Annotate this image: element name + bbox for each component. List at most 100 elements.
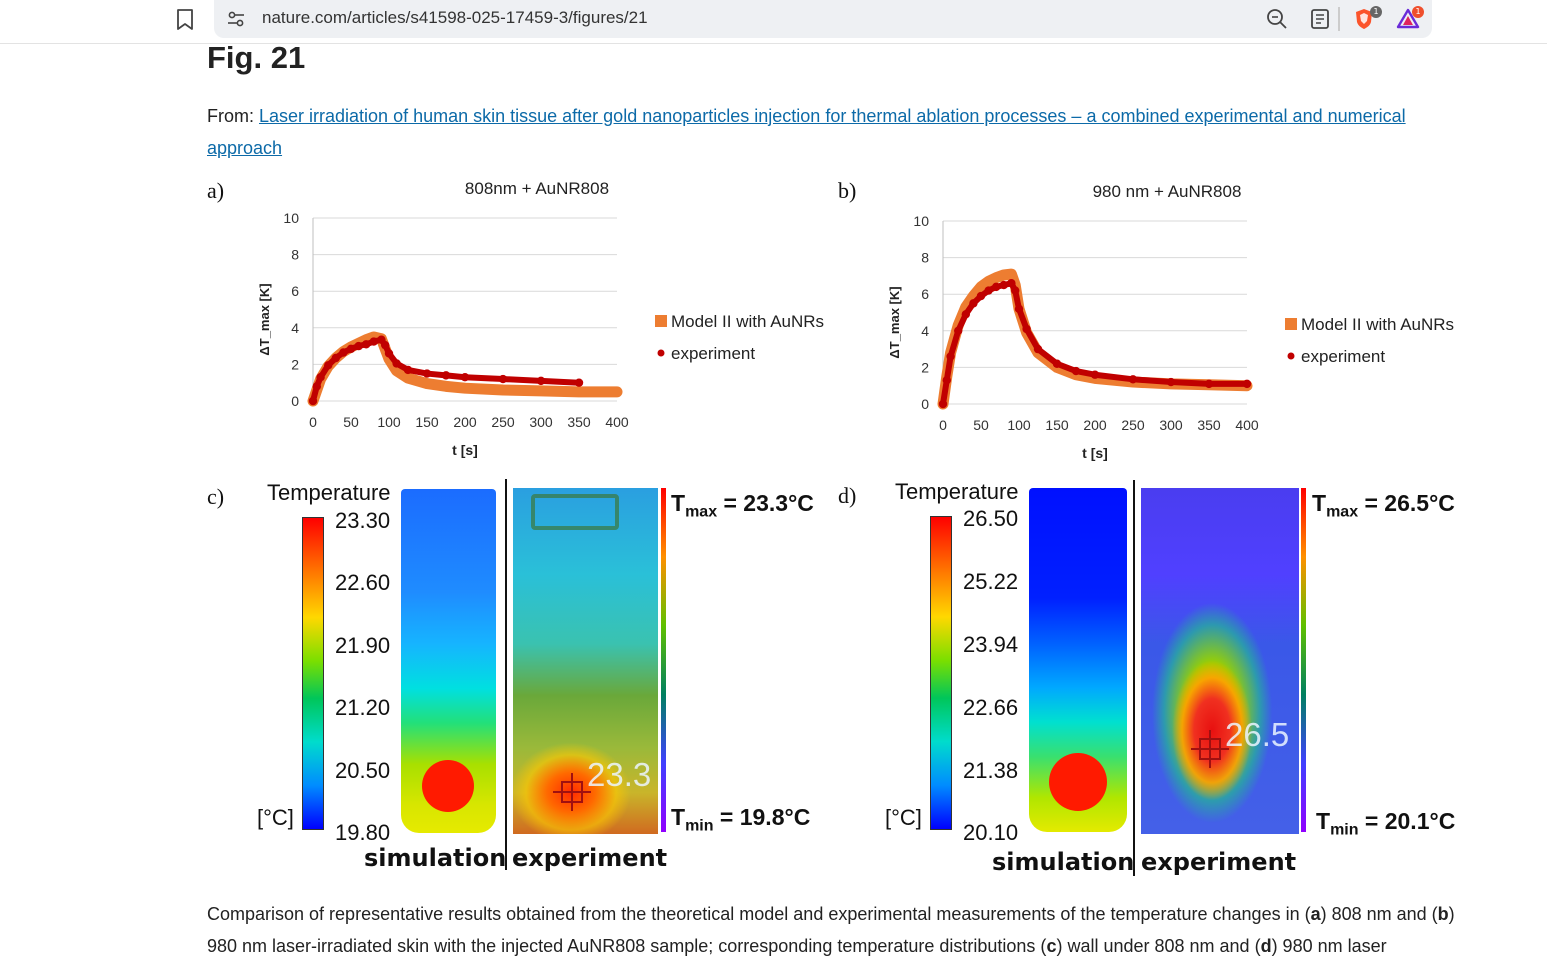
crosshair-d-icon: [1191, 730, 1229, 768]
legend-model-label: Model II with AuNRs: [1301, 315, 1454, 334]
colorbar-d-unit: [°C]: [885, 805, 922, 830]
y-tick-label: 0: [921, 396, 929, 412]
experiment-point: [1007, 279, 1016, 288]
simulation-hotspot-d: [1049, 753, 1107, 811]
experiment-map-c: 23.3: [513, 488, 658, 834]
bookmark-icon[interactable]: [176, 9, 194, 31]
y-tick-label: 4: [921, 323, 929, 339]
chart-title: 808nm + AuNR808: [465, 179, 609, 198]
experiment-point: [460, 373, 470, 382]
legend-model-swatch: [1285, 318, 1297, 330]
series-experiment-line: [940, 280, 1250, 407]
page-title: Fig. 21: [207, 40, 306, 75]
brave-rewards-badge: 1: [1412, 6, 1424, 18]
colorbar-c-tick: 21.20: [335, 695, 391, 720]
simulation-label-c: simulation: [364, 844, 507, 872]
experiment-point: [308, 396, 318, 406]
chart-title: 980 nm + AuNR808: [1093, 182, 1242, 201]
experiment-point: [1071, 366, 1081, 376]
experiment-point: [536, 376, 546, 386]
experiment-point: [316, 373, 325, 382]
x-axis-label: t [s]: [1082, 445, 1108, 461]
experiment-point: [984, 286, 993, 295]
experiment-point: [976, 291, 986, 301]
y-tick-label: 4: [291, 320, 299, 336]
x-tick-label: 200: [453, 414, 477, 430]
experiment-point: [1242, 379, 1252, 389]
x-tick-label: 250: [1121, 417, 1145, 433]
experiment-point: [381, 340, 390, 350]
experiment-point: [339, 348, 348, 357]
experiment-point: [1011, 286, 1020, 295]
simulation-map-c: [401, 489, 496, 833]
colorbar-c-heading: Temperature: [267, 480, 391, 505]
x-tick-label: 0: [309, 414, 317, 430]
address-bar[interactable]: nature.com/articles/s41598-025-17459-3/f…: [214, 0, 1432, 38]
url-text[interactable]: nature.com/articles/s41598-025-17459-3/f…: [262, 8, 648, 27]
x-tick-label: 0: [939, 417, 947, 433]
x-tick-label: 250: [491, 414, 515, 430]
simulation-hotspot-c: [422, 760, 474, 812]
article-link[interactable]: Laser irradiation of human skin tissue a…: [207, 106, 1406, 158]
experiment-point: [324, 361, 333, 370]
x-tick-label: 350: [1197, 417, 1221, 433]
experiment-point: [1128, 375, 1138, 384]
x-tick-label: 150: [1045, 417, 1069, 433]
experiment-point: [403, 365, 413, 375]
experiment-point: [1204, 379, 1214, 389]
colorbar-d-tick: 25.22: [963, 569, 1019, 594]
experiment-point: [312, 382, 321, 391]
zoom-icon[interactable]: [1265, 7, 1289, 31]
colorbar-d-tick: 23.94: [963, 632, 1019, 657]
experiment-point: [961, 310, 970, 319]
tmax-d: Tmax = 26.5°C: [1312, 490, 1455, 521]
experiment-point: [1022, 324, 1031, 334]
legend-experiment-label: experiment: [1301, 347, 1385, 366]
y-tick-label: 6: [921, 286, 929, 302]
colorbar-c-unit: [°C]: [257, 805, 294, 830]
experiment-point: [946, 352, 955, 361]
brave-shields-icon[interactable]: [1352, 7, 1376, 31]
legend-experiment-marker: [657, 349, 665, 357]
experiment-label-d: experiment: [1141, 848, 1297, 876]
tmin-d: Tmin = 20.1°C: [1316, 808, 1456, 839]
experiment-d-scale: [1301, 488, 1306, 832]
divider-d: [1133, 480, 1135, 876]
y-tick-label: 2: [291, 356, 299, 372]
experiment-point: [1090, 370, 1100, 379]
x-tick-label: 350: [567, 414, 591, 430]
experiment-point: [1166, 377, 1176, 387]
figure-caption: Comparison of representative results obt…: [207, 904, 1455, 956]
y-tick-label: 8: [921, 250, 929, 266]
y-tick-label: 10: [913, 213, 929, 229]
brave-shields-badge: 1: [1370, 6, 1382, 18]
divider-c: [505, 479, 507, 870]
colorbar-d-tick: 21.38: [963, 758, 1019, 783]
brave-rewards-icon[interactable]: [1396, 7, 1420, 31]
colorbar-c-tick: 19.80: [335, 820, 391, 845]
experiment-point: [441, 371, 451, 380]
colorbar-d-tick: 22.66: [963, 695, 1019, 720]
experiment-point: [1014, 304, 1024, 314]
simulation-label-d: simulation: [992, 848, 1135, 876]
experiment-point: [346, 344, 356, 354]
x-tick-label: 400: [1235, 417, 1259, 433]
x-tick-label: 400: [605, 414, 629, 430]
experiment-point: [1033, 344, 1043, 354]
experiment-point: [1052, 359, 1062, 368]
colorbar-c-tick: 20.50: [335, 758, 391, 783]
reader-mode-icon[interactable]: [1308, 7, 1332, 31]
x-tick-label: 300: [529, 414, 553, 430]
x-tick-label: 50: [973, 417, 989, 433]
site-settings-icon[interactable]: [226, 9, 246, 29]
from-prefix: From:: [207, 106, 259, 126]
source-article: From: Laser irradiation of human skin ti…: [207, 100, 1467, 164]
experiment-c-value: 23.3: [587, 756, 652, 793]
colorbar-c-tick: 21.90: [335, 633, 391, 658]
colorbar-c-tick: 23.30: [335, 508, 391, 533]
tmin-c: Tmin = 19.8°C: [671, 804, 811, 835]
experiment-point: [422, 369, 432, 378]
x-tick-label: 200: [1083, 417, 1107, 433]
experiment-point: [354, 341, 363, 351]
